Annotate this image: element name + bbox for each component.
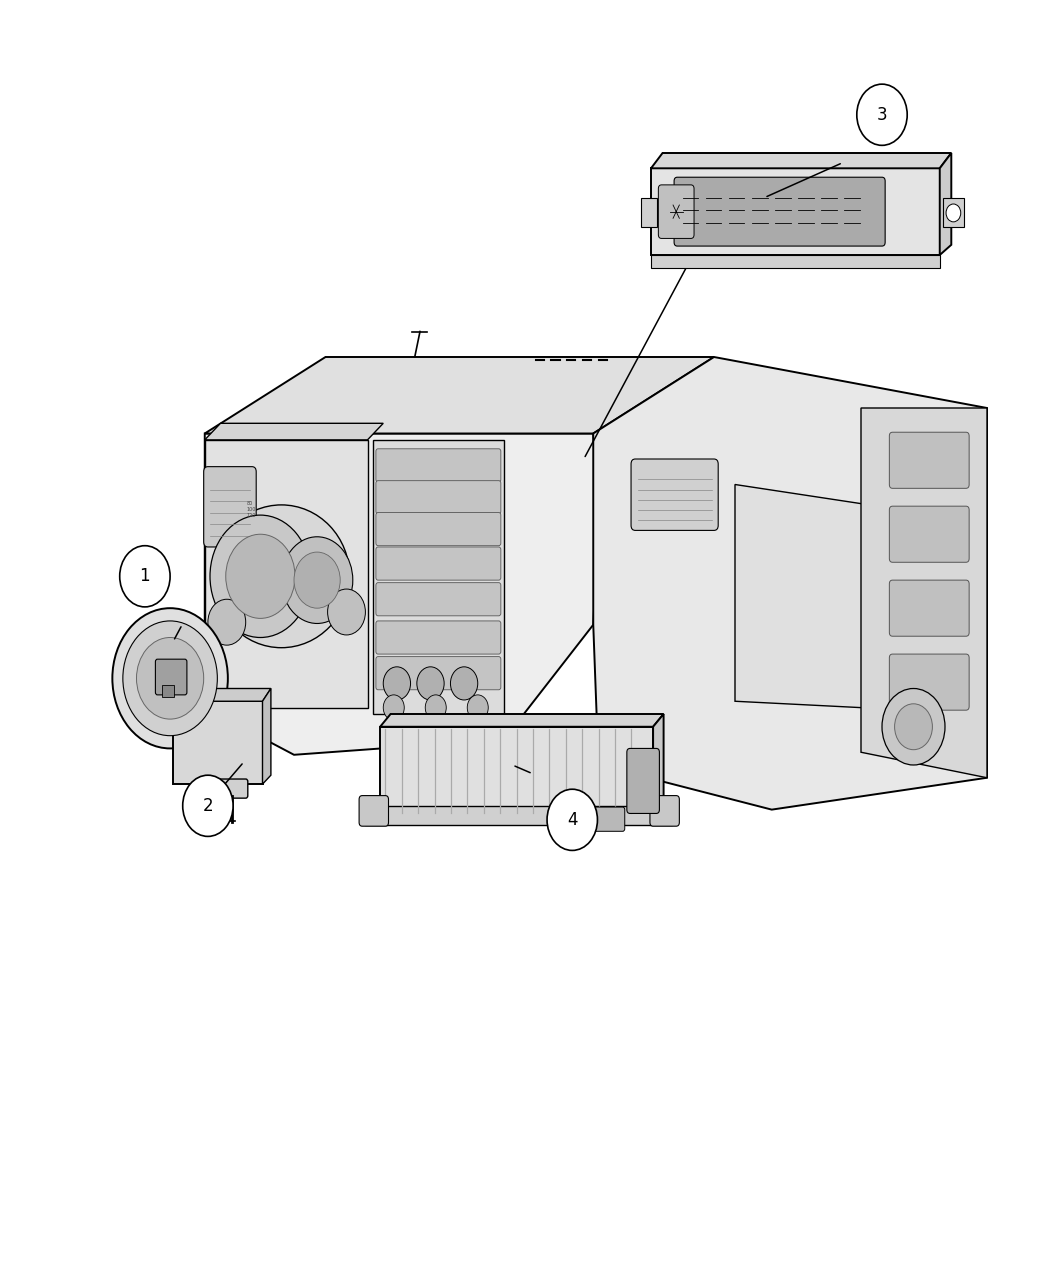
FancyBboxPatch shape bbox=[631, 459, 718, 530]
FancyBboxPatch shape bbox=[889, 432, 969, 488]
FancyBboxPatch shape bbox=[376, 449, 501, 482]
Polygon shape bbox=[205, 423, 383, 440]
Circle shape bbox=[281, 537, 353, 623]
FancyBboxPatch shape bbox=[376, 583, 501, 616]
FancyBboxPatch shape bbox=[376, 621, 501, 654]
Circle shape bbox=[946, 204, 961, 222]
FancyBboxPatch shape bbox=[889, 506, 969, 562]
FancyBboxPatch shape bbox=[376, 513, 501, 546]
Polygon shape bbox=[373, 440, 504, 714]
Polygon shape bbox=[651, 168, 940, 255]
Polygon shape bbox=[262, 688, 271, 784]
Circle shape bbox=[547, 789, 597, 850]
Ellipse shape bbox=[213, 505, 350, 648]
Polygon shape bbox=[943, 198, 964, 227]
FancyBboxPatch shape bbox=[162, 685, 174, 697]
Circle shape bbox=[383, 695, 404, 720]
Circle shape bbox=[136, 638, 204, 719]
Polygon shape bbox=[173, 701, 262, 784]
Polygon shape bbox=[651, 153, 951, 168]
Text: 3: 3 bbox=[877, 106, 887, 124]
Circle shape bbox=[226, 534, 295, 618]
FancyBboxPatch shape bbox=[359, 796, 388, 826]
FancyBboxPatch shape bbox=[563, 807, 625, 831]
Polygon shape bbox=[205, 440, 368, 708]
Circle shape bbox=[112, 608, 228, 748]
Polygon shape bbox=[380, 727, 653, 816]
FancyBboxPatch shape bbox=[627, 748, 659, 813]
Circle shape bbox=[183, 775, 233, 836]
Polygon shape bbox=[593, 357, 987, 810]
Circle shape bbox=[210, 515, 311, 638]
FancyBboxPatch shape bbox=[889, 580, 969, 636]
Circle shape bbox=[882, 688, 945, 765]
Polygon shape bbox=[380, 714, 664, 727]
Circle shape bbox=[328, 589, 365, 635]
Text: 2: 2 bbox=[203, 797, 213, 815]
FancyBboxPatch shape bbox=[658, 185, 694, 238]
Polygon shape bbox=[940, 153, 951, 255]
FancyBboxPatch shape bbox=[436, 771, 505, 807]
FancyBboxPatch shape bbox=[216, 779, 248, 798]
Polygon shape bbox=[861, 408, 987, 778]
Circle shape bbox=[467, 695, 488, 720]
FancyBboxPatch shape bbox=[889, 654, 969, 710]
Circle shape bbox=[123, 621, 217, 736]
Circle shape bbox=[895, 704, 932, 750]
Polygon shape bbox=[205, 357, 714, 434]
FancyBboxPatch shape bbox=[376, 547, 501, 580]
Text: 1: 1 bbox=[140, 567, 150, 585]
Circle shape bbox=[120, 546, 170, 607]
Text: 4: 4 bbox=[567, 811, 578, 829]
Polygon shape bbox=[205, 434, 598, 755]
Polygon shape bbox=[365, 806, 672, 825]
Circle shape bbox=[425, 695, 446, 720]
Polygon shape bbox=[651, 255, 940, 268]
FancyBboxPatch shape bbox=[204, 467, 256, 547]
Circle shape bbox=[383, 667, 411, 700]
FancyBboxPatch shape bbox=[155, 659, 187, 695]
Polygon shape bbox=[173, 688, 271, 701]
FancyBboxPatch shape bbox=[376, 657, 501, 690]
Text: 80
100
120: 80 100 120 bbox=[247, 501, 256, 518]
FancyBboxPatch shape bbox=[376, 481, 501, 514]
Circle shape bbox=[294, 552, 340, 608]
Polygon shape bbox=[640, 198, 657, 227]
Circle shape bbox=[417, 667, 444, 700]
Circle shape bbox=[857, 84, 907, 145]
Circle shape bbox=[450, 667, 478, 700]
FancyBboxPatch shape bbox=[650, 796, 679, 826]
Polygon shape bbox=[653, 714, 664, 816]
Circle shape bbox=[208, 599, 246, 645]
FancyBboxPatch shape bbox=[674, 177, 885, 246]
Polygon shape bbox=[735, 484, 987, 714]
